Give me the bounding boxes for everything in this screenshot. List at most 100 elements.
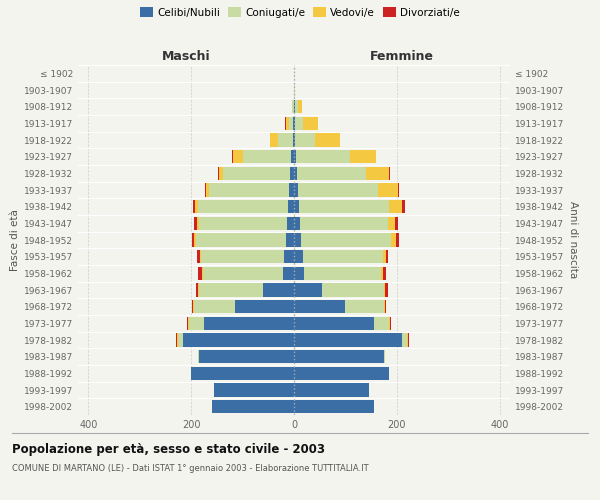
- Bar: [288, 200, 294, 213]
- Bar: [294, 84, 295, 96]
- Bar: [366, 166, 389, 180]
- Bar: [295, 134, 314, 146]
- Bar: [300, 216, 388, 230]
- Bar: [177, 334, 178, 346]
- Bar: [294, 200, 299, 213]
- Bar: [233, 150, 242, 164]
- Bar: [223, 166, 290, 180]
- Bar: [385, 300, 386, 314]
- Bar: [382, 266, 383, 280]
- Bar: [301, 234, 391, 246]
- Bar: [199, 216, 287, 230]
- Bar: [292, 100, 294, 114]
- Bar: [191, 234, 194, 246]
- Bar: [198, 350, 199, 364]
- Bar: [390, 316, 391, 330]
- Bar: [294, 384, 368, 396]
- Bar: [235, 300, 294, 314]
- Bar: [286, 116, 289, 130]
- Bar: [289, 184, 294, 196]
- Bar: [196, 284, 198, 296]
- Bar: [205, 184, 206, 196]
- Bar: [191, 366, 294, 380]
- Bar: [386, 250, 388, 264]
- Bar: [294, 366, 389, 380]
- Bar: [391, 234, 397, 246]
- Bar: [293, 116, 294, 130]
- Bar: [204, 316, 294, 330]
- Bar: [232, 150, 233, 164]
- Bar: [292, 150, 294, 164]
- Bar: [193, 200, 195, 213]
- Bar: [199, 350, 294, 364]
- Bar: [384, 350, 385, 364]
- Bar: [198, 284, 199, 296]
- Bar: [289, 116, 293, 130]
- Bar: [206, 184, 209, 196]
- Bar: [294, 150, 296, 164]
- Text: COMUNE DI MARTANO (LE) - Dati ISTAT 1° gennaio 2003 - Elaborazione TUTTITALIA.IT: COMUNE DI MARTANO (LE) - Dati ISTAT 1° g…: [12, 464, 368, 473]
- Bar: [203, 266, 283, 280]
- Bar: [378, 184, 398, 196]
- Bar: [286, 234, 294, 246]
- Bar: [346, 300, 384, 314]
- Bar: [194, 234, 196, 246]
- Bar: [294, 250, 303, 264]
- Bar: [389, 316, 390, 330]
- Bar: [304, 266, 382, 280]
- Bar: [295, 100, 298, 114]
- Bar: [212, 400, 294, 413]
- Bar: [219, 166, 223, 180]
- Bar: [383, 266, 386, 280]
- Bar: [294, 100, 295, 114]
- Bar: [303, 250, 383, 264]
- Bar: [384, 284, 385, 296]
- Bar: [294, 116, 295, 130]
- Bar: [287, 216, 294, 230]
- Bar: [263, 284, 294, 296]
- Bar: [296, 166, 366, 180]
- Bar: [314, 134, 340, 146]
- Bar: [389, 200, 402, 213]
- Bar: [299, 200, 389, 213]
- Bar: [322, 284, 384, 296]
- Bar: [293, 134, 294, 146]
- Bar: [194, 300, 235, 314]
- Bar: [198, 200, 288, 213]
- Bar: [294, 350, 384, 364]
- Bar: [296, 150, 350, 164]
- Bar: [398, 184, 400, 196]
- Bar: [374, 316, 389, 330]
- Bar: [285, 116, 286, 130]
- Bar: [191, 300, 193, 314]
- Bar: [187, 316, 188, 330]
- Bar: [388, 216, 395, 230]
- Bar: [194, 216, 197, 230]
- Bar: [195, 200, 198, 213]
- Bar: [408, 334, 409, 346]
- Bar: [384, 300, 385, 314]
- Bar: [197, 250, 200, 264]
- Bar: [294, 334, 402, 346]
- Bar: [200, 250, 202, 264]
- Bar: [202, 250, 284, 264]
- Bar: [176, 334, 177, 346]
- Bar: [294, 300, 346, 314]
- Bar: [294, 216, 300, 230]
- Bar: [298, 184, 378, 196]
- Legend: Celibi/Nubili, Coniugati/e, Vedovi/e, Divorziati/e: Celibi/Nubili, Coniugati/e, Vedovi/e, Di…: [139, 5, 461, 20]
- Bar: [278, 134, 293, 146]
- Bar: [290, 166, 294, 180]
- Bar: [209, 184, 289, 196]
- Bar: [294, 134, 295, 146]
- Bar: [214, 384, 294, 396]
- Bar: [270, 134, 278, 146]
- Bar: [197, 216, 199, 230]
- Bar: [188, 316, 204, 330]
- Bar: [196, 234, 286, 246]
- Bar: [199, 266, 202, 280]
- Bar: [184, 334, 294, 346]
- Bar: [397, 234, 399, 246]
- Bar: [294, 166, 296, 180]
- Bar: [199, 284, 263, 296]
